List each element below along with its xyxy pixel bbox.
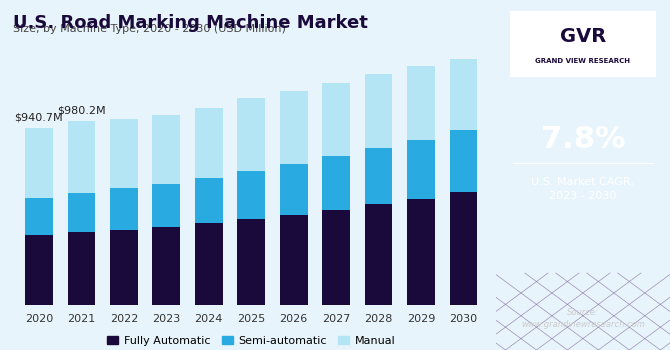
Bar [407, 198, 435, 304]
Text: U.S. Road Marking Machine Market: U.S. Road Marking Machine Market [13, 14, 368, 32]
Text: U.S. Market CAGR,
2023 - 2030: U.S. Market CAGR, 2023 - 2030 [531, 177, 634, 201]
Bar [25, 235, 53, 304]
Text: $980.2M: $980.2M [57, 105, 106, 115]
Legend: Fully Automatic, Semi-automatic, Manual: Fully Automatic, Semi-automatic, Manual [103, 331, 400, 350]
Bar [322, 210, 350, 304]
Bar [365, 204, 393, 304]
Bar [153, 227, 180, 304]
Text: Size, by Machine Type, 2020 - 2030 (USD Million): Size, by Machine Type, 2020 - 2030 (USD … [13, 24, 286, 34]
Bar [68, 121, 95, 192]
Bar [237, 98, 265, 171]
Bar [237, 171, 265, 219]
Bar [407, 140, 435, 198]
Bar [153, 115, 180, 184]
Bar [322, 83, 350, 156]
Text: Source:
www.grandviewresearch.com: Source: www.grandviewresearch.com [521, 308, 645, 329]
Bar [110, 230, 137, 304]
Text: GRAND VIEW RESEARCH: GRAND VIEW RESEARCH [535, 58, 630, 64]
Bar [450, 192, 478, 304]
Text: 7.8%: 7.8% [541, 126, 625, 154]
Bar [110, 188, 137, 230]
Bar [280, 163, 308, 215]
Bar [153, 184, 180, 227]
Bar [280, 215, 308, 304]
Bar [450, 59, 478, 130]
Bar [365, 148, 393, 204]
Bar [110, 119, 137, 188]
Bar [237, 219, 265, 304]
Bar [195, 108, 222, 178]
Bar [322, 156, 350, 210]
Bar [195, 178, 222, 223]
Bar [68, 232, 95, 304]
Bar [25, 198, 53, 235]
Bar [407, 66, 435, 140]
Bar [25, 128, 53, 198]
Bar [280, 91, 308, 163]
Text: $940.7M: $940.7M [15, 112, 63, 122]
Bar [450, 130, 478, 192]
Bar [195, 223, 222, 304]
Bar [68, 193, 95, 232]
Bar [365, 74, 393, 148]
FancyBboxPatch shape [510, 10, 656, 77]
Text: GVR: GVR [559, 27, 606, 46]
